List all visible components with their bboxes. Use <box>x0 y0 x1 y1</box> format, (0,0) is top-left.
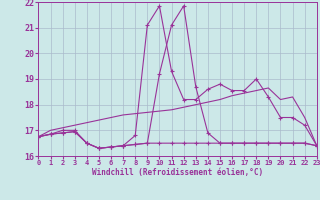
X-axis label: Windchill (Refroidissement éolien,°C): Windchill (Refroidissement éolien,°C) <box>92 168 263 177</box>
